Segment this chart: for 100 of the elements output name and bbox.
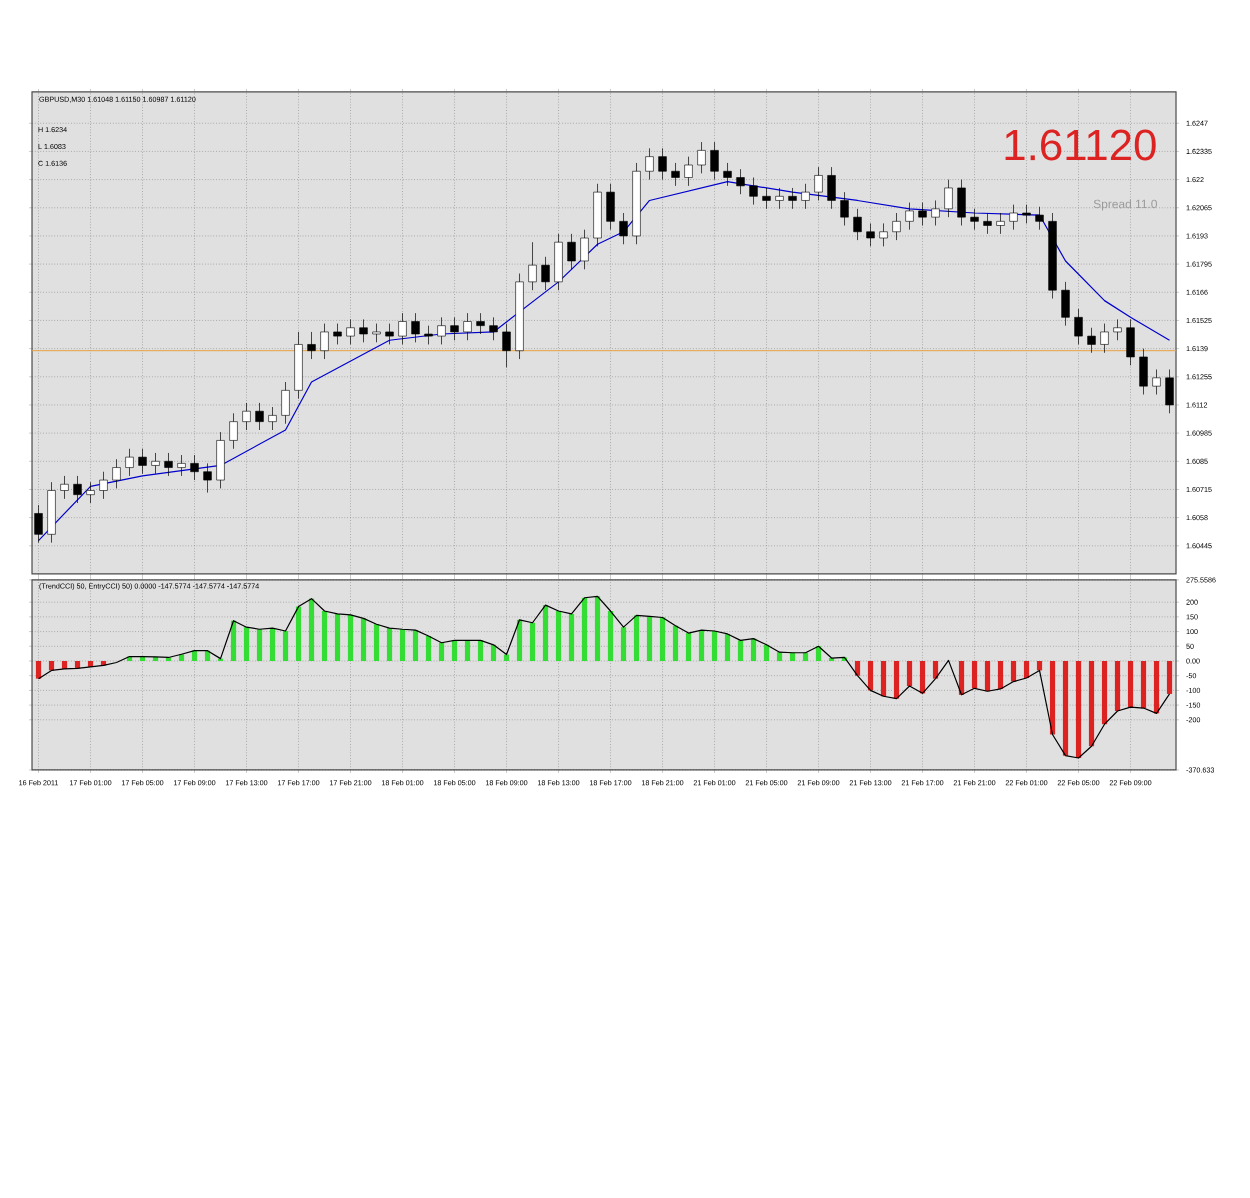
candlestick xyxy=(918,202,927,226)
bar xyxy=(1036,660,1043,671)
bar xyxy=(698,630,705,661)
bar xyxy=(412,630,419,661)
bar xyxy=(919,660,926,694)
candlestick xyxy=(1139,348,1148,395)
candlestick xyxy=(1126,319,1135,366)
candlestick xyxy=(931,200,940,226)
bar xyxy=(490,644,497,661)
bar xyxy=(451,640,458,661)
bar xyxy=(347,614,354,661)
candlestick xyxy=(73,475,82,504)
candlestick xyxy=(411,312,420,343)
bar xyxy=(269,628,276,661)
candlestick xyxy=(944,179,953,218)
candlestick xyxy=(892,212,901,241)
candlestick xyxy=(970,208,979,231)
candlestick xyxy=(450,316,459,341)
candlestick xyxy=(359,319,368,343)
bar xyxy=(282,631,289,661)
bar xyxy=(971,660,978,689)
bar xyxy=(581,597,588,661)
bar xyxy=(1023,660,1030,679)
bar xyxy=(1075,660,1082,759)
candlestick xyxy=(1061,281,1070,327)
candlestick xyxy=(749,177,758,205)
candlestick xyxy=(1100,323,1109,354)
bar xyxy=(594,596,601,661)
bar xyxy=(672,625,679,661)
bar xyxy=(997,660,1004,689)
line-series xyxy=(37,181,1171,542)
bar xyxy=(893,660,900,699)
bar xyxy=(633,615,640,661)
candlestick xyxy=(736,168,745,195)
bar xyxy=(737,640,744,661)
bar xyxy=(334,613,341,661)
bar xyxy=(711,631,718,661)
candlestick xyxy=(1074,308,1083,345)
candlestick xyxy=(125,448,134,477)
candlestick xyxy=(788,187,797,210)
bar xyxy=(1062,660,1069,756)
candlestick xyxy=(177,454,186,477)
candlestick xyxy=(255,402,264,431)
bar xyxy=(1127,660,1134,708)
candlestick xyxy=(294,331,303,400)
candlestick xyxy=(528,241,537,291)
bar xyxy=(230,620,237,661)
candlestick xyxy=(827,166,836,210)
bar xyxy=(1153,660,1160,714)
candlestick xyxy=(775,187,784,210)
candlestick xyxy=(1087,327,1096,354)
bar xyxy=(308,598,315,661)
candlestick xyxy=(333,323,342,345)
candlestick xyxy=(268,406,277,431)
candlestick xyxy=(840,191,849,226)
candlestick xyxy=(1152,369,1161,395)
candlestick xyxy=(853,208,862,241)
bar xyxy=(984,660,991,692)
candlestick xyxy=(151,452,160,475)
bar xyxy=(1010,660,1017,682)
candlestick xyxy=(346,319,355,345)
candlestick xyxy=(385,323,394,345)
bar xyxy=(802,652,809,661)
bar xyxy=(620,627,627,661)
bar xyxy=(243,627,250,661)
bar xyxy=(1049,660,1056,735)
candlestick xyxy=(697,141,706,174)
candlestick xyxy=(710,141,719,180)
bar xyxy=(1140,660,1147,709)
candlestick xyxy=(567,233,576,270)
bar xyxy=(464,640,471,661)
bar xyxy=(399,629,406,661)
candlestick xyxy=(437,316,446,345)
candlestick xyxy=(86,481,95,504)
bar xyxy=(685,633,692,661)
bar xyxy=(646,616,653,661)
bar xyxy=(659,617,666,661)
candlestick xyxy=(541,256,550,291)
candlestick xyxy=(801,183,810,210)
candlestick xyxy=(372,323,381,343)
candlestick xyxy=(996,212,1005,235)
bar xyxy=(867,660,874,691)
candlestick xyxy=(112,458,121,489)
candlestick xyxy=(242,402,251,431)
bar xyxy=(880,660,887,697)
bar xyxy=(1101,660,1108,725)
candlestick xyxy=(554,233,563,291)
bar xyxy=(789,652,796,661)
candlestick xyxy=(216,431,225,489)
candlestick xyxy=(1009,204,1018,231)
annotation: 1.61120 xyxy=(1005,129,1156,161)
bar xyxy=(958,660,965,695)
bar xyxy=(295,606,302,661)
bar xyxy=(776,652,783,661)
candlestick xyxy=(723,162,732,187)
candlestick xyxy=(281,381,290,425)
candlestick xyxy=(203,463,212,493)
candlestick xyxy=(593,183,602,247)
candlestick xyxy=(502,323,511,368)
candlestick xyxy=(866,223,875,247)
